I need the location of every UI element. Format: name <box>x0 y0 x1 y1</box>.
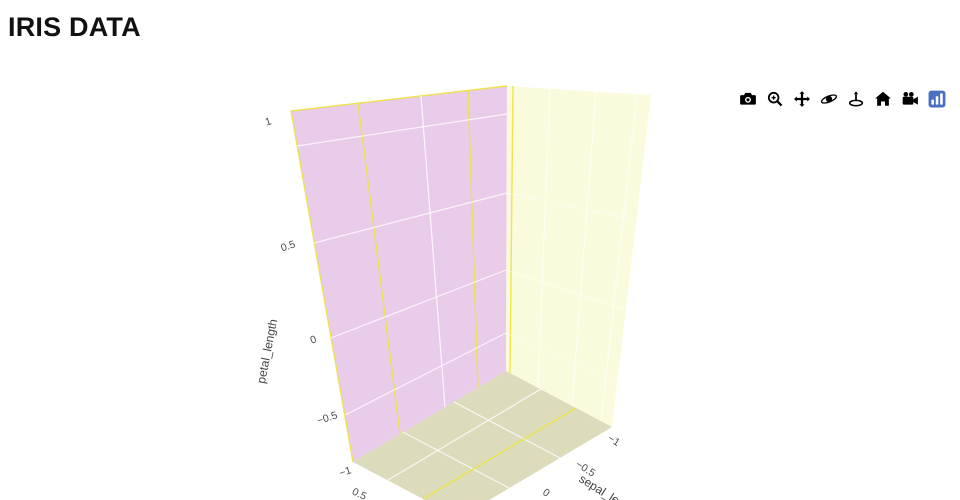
home-icon <box>875 91 891 106</box>
turntable-icon <box>848 91 864 107</box>
grid-line <box>505 269 627 311</box>
plotly-logo-button[interactable] <box>926 88 948 110</box>
reset-camera-button[interactable] <box>872 88 894 110</box>
plotly-logo-icon <box>928 90 946 108</box>
grid-line <box>453 401 561 459</box>
turntable-rotation-button[interactable] <box>845 88 867 110</box>
grid-line <box>344 332 507 416</box>
grid-line <box>505 332 618 383</box>
grid-line <box>357 102 401 435</box>
zaxis-tick: 0.5 <box>350 486 368 500</box>
axis-edge-line <box>290 85 508 112</box>
yaxis-tick: 0.5 <box>279 238 297 254</box>
yaxis-tick: 0 <box>309 333 318 346</box>
axis-edge-line <box>290 110 354 463</box>
grid-line <box>330 269 507 339</box>
xaxis-title: sepal_length <box>577 472 642 500</box>
camera-icon <box>740 92 756 105</box>
grid-line <box>571 91 597 407</box>
grid-line <box>422 407 577 500</box>
modebar <box>737 88 948 110</box>
grid-line <box>402 431 510 489</box>
grid-line <box>420 95 446 408</box>
grid-line <box>296 113 508 147</box>
pan-button[interactable] <box>791 88 813 110</box>
orbital-rotation-button[interactable] <box>818 88 840 110</box>
movie-camera-icon <box>902 92 918 105</box>
grid-line <box>467 90 479 388</box>
grid-line <box>313 192 508 244</box>
grid-line <box>537 88 551 389</box>
grid-line <box>387 388 542 481</box>
wall-right <box>506 86 651 427</box>
download-plot-button[interactable] <box>737 88 759 110</box>
xaxis-tick: −1 <box>605 432 622 449</box>
magnifier-plus-icon <box>767 91 783 107</box>
xaxis-tick: 0 <box>540 486 551 499</box>
wall-left <box>291 86 507 462</box>
pan-arrows-icon <box>794 91 810 107</box>
grid-line <box>506 192 637 221</box>
orbit-icon <box>820 94 838 104</box>
zoom-button[interactable] <box>764 88 786 110</box>
yaxis-tick: −1 <box>338 464 353 479</box>
reset-camera-last-save-button[interactable] <box>899 88 921 110</box>
grid-line <box>600 93 638 422</box>
yaxis-tick: −0.5 <box>315 409 339 427</box>
grid-line <box>509 85 514 374</box>
yaxis-tick: 1 <box>264 115 273 128</box>
page-title: IRIS DATA <box>8 12 141 42</box>
yaxis-title: petal_length <box>254 318 280 385</box>
floor <box>353 371 612 500</box>
